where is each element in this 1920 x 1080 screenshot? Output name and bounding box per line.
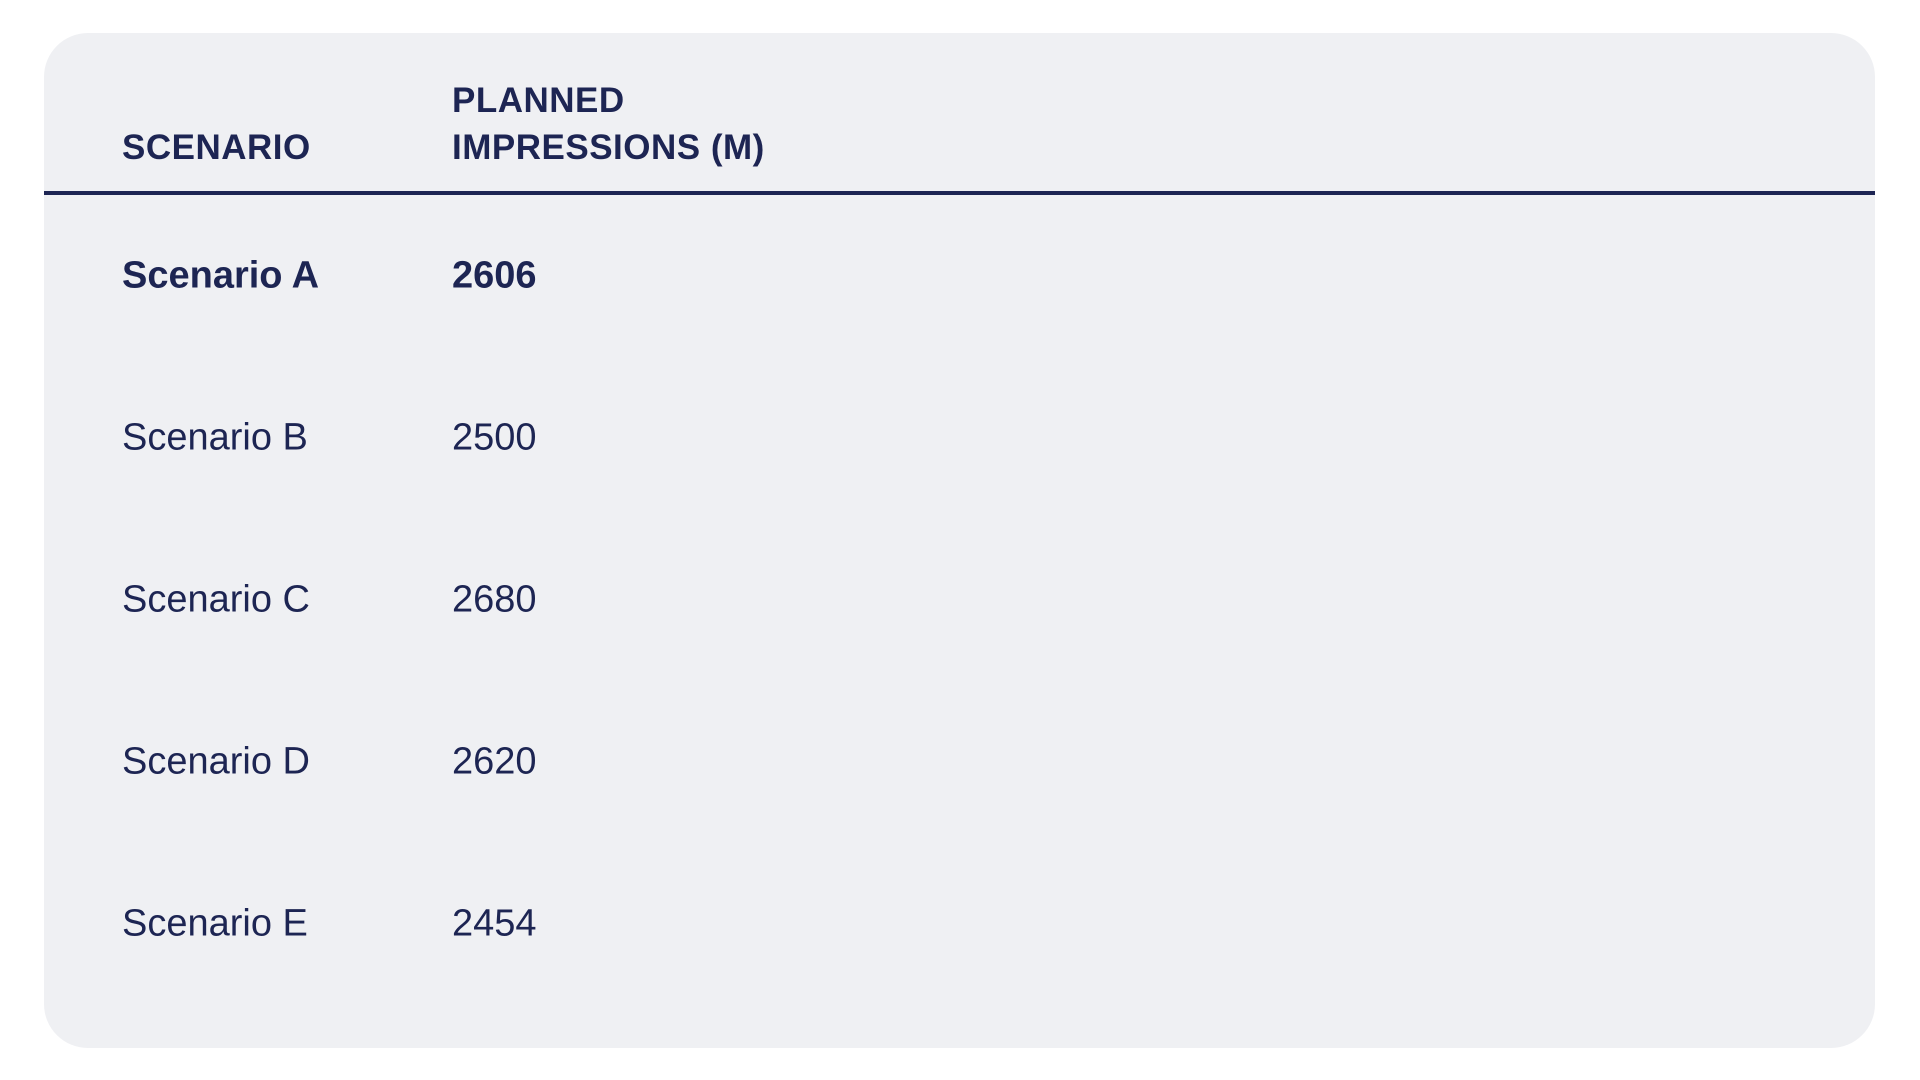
cell-scenario: Scenario B [122,416,308,459]
table-row: Scenario E 2454 [44,843,1875,1005]
table-row: Scenario D 2620 [44,681,1875,843]
cell-impressions: 2620 [452,740,537,783]
table-row: Scenario C 2680 [44,519,1875,681]
cell-impressions: 2606 [452,254,537,297]
table-row: Scenario B 2500 [44,357,1875,519]
cell-scenario: Scenario E [122,902,308,945]
column-header-planned-impressions: PLANNED IMPRESSIONS (M) [452,77,765,171]
cell-impressions: 2500 [452,416,537,459]
scenario-table: SCENARIO PLANNED IMPRESSIONS (M) Scenari… [44,33,1875,1048]
header-line: SCENARIO [122,128,311,167]
table-header: SCENARIO PLANNED IMPRESSIONS (M) [44,33,1875,195]
header-line: PLANNED [452,81,625,120]
header-line: IMPRESSIONS (M) [452,128,765,167]
cell-scenario: Scenario C [122,578,310,621]
cell-scenario: Scenario D [122,740,310,783]
table-row: Scenario A 2606 [44,195,1875,357]
column-header-scenario: SCENARIO [122,124,311,171]
cell-scenario: Scenario A [122,254,320,297]
cell-impressions: 2454 [452,902,537,945]
cell-impressions: 2680 [452,578,537,621]
